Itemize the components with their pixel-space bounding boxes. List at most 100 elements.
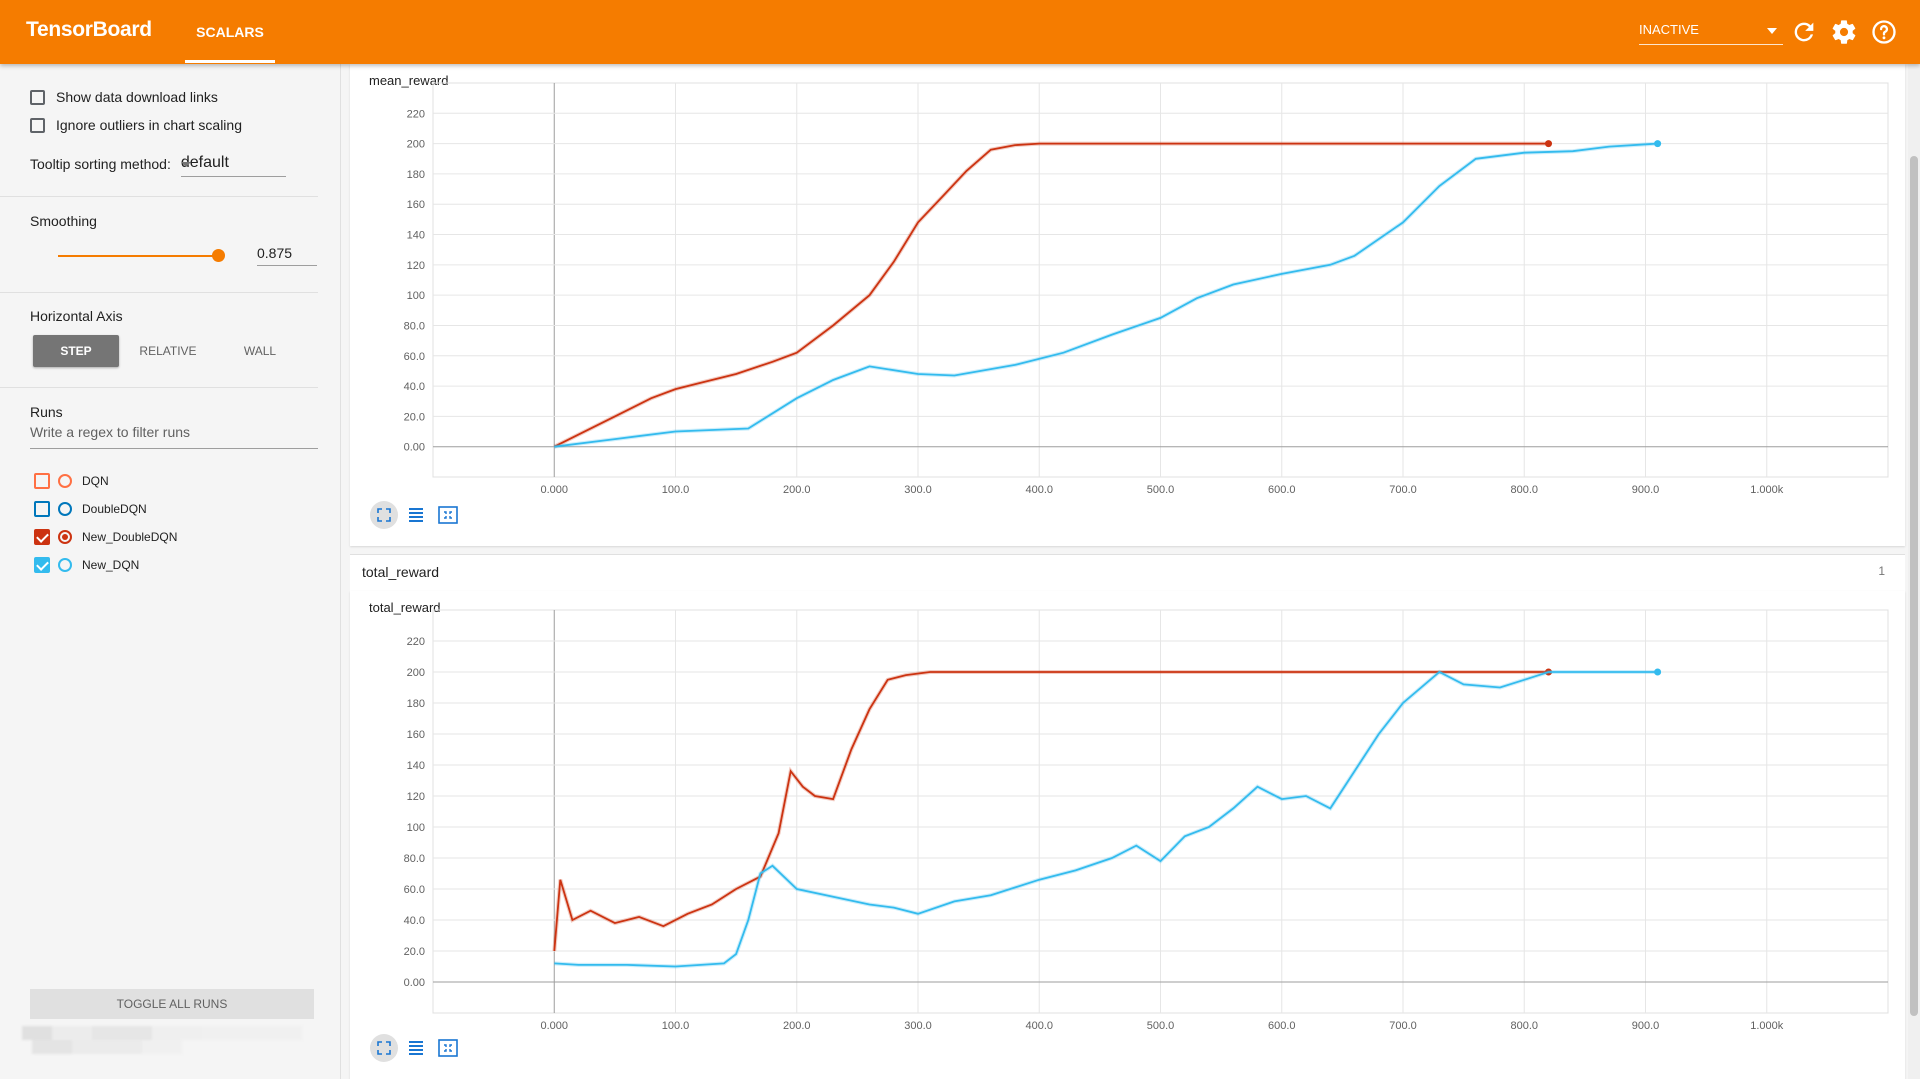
radio-dot-icon — [62, 534, 68, 540]
y-tick-label: 220 — [407, 636, 425, 648]
redacted-text — [22, 1026, 302, 1054]
x-tick-label: 100.0 — [662, 484, 690, 496]
y-tick-label: 0.00 — [404, 977, 425, 989]
help-icon[interactable] — [1870, 18, 1898, 46]
expand-icon[interactable] — [370, 501, 398, 529]
x-tick-label: 600.0 — [1268, 1020, 1296, 1032]
y-tick-label: 20.0 — [404, 411, 425, 423]
chart-card-mean-reward: mean_reward 0.000 100.0 200.0 300.0 400.0 500… — [350, 64, 1905, 546]
data-selection-icon[interactable] — [402, 501, 430, 529]
x-tick-label: 800.0 — [1510, 484, 1538, 496]
y-tick-label: 200 — [407, 139, 425, 151]
smoothing-input[interactable]: 0.875 — [257, 241, 317, 266]
y-tick-label: 80.0 — [404, 320, 425, 332]
y-tick-label: 140 — [407, 760, 425, 772]
scrollbar-thumb[interactable] — [1910, 156, 1918, 1016]
axis-step-button[interactable]: STEP — [33, 335, 119, 367]
x-tick-label: 700.0 — [1389, 1020, 1417, 1032]
smoothing-slider-thumb[interactable] — [212, 249, 225, 262]
x-tick-label: 100.0 — [662, 1020, 690, 1032]
divider — [0, 196, 318, 197]
smoothing-label: Smoothing — [30, 213, 97, 229]
x-tick-label: 200.0 — [783, 1020, 811, 1032]
axis-wall-button[interactable]: WALL — [243, 344, 277, 358]
group-header-total-reward[interactable]: total_reward 1 — [350, 554, 1905, 592]
data-selection-icon[interactable] — [402, 1034, 430, 1062]
group-title: total_reward — [362, 564, 440, 580]
series-raw-line — [552, 670, 1549, 952]
x-tick-label: 400.0 — [1025, 1020, 1053, 1032]
run-name: New_DQN — [82, 558, 140, 572]
run-radio[interactable] — [58, 558, 72, 572]
smoothing-slider-track[interactable] — [58, 255, 218, 257]
y-tick-label: 120 — [407, 791, 425, 803]
gear-icon[interactable] — [1830, 18, 1858, 46]
tab-scalars[interactable]: SCALARS — [196, 24, 264, 40]
show-download-links-label: Show data download links — [56, 89, 218, 105]
y-tick-label: 140 — [407, 230, 425, 242]
checkbox-icon[interactable] — [30, 117, 45, 133]
active-tab-indicator — [185, 60, 275, 63]
checkbox-icon[interactable] — [30, 89, 45, 105]
app-title: TensorBoard — [26, 18, 152, 41]
expand-icon[interactable] — [370, 1034, 398, 1062]
run-name: DQN — [82, 474, 109, 488]
tooltip-sorting-value: default — [180, 153, 229, 171]
series-line — [553, 142, 1549, 448]
series-end-point — [1545, 140, 1552, 148]
run-checkbox-checked[interactable] — [34, 529, 50, 545]
plugin-select-dropdown[interactable]: INACTIVE — [1639, 20, 1783, 45]
refresh-icon[interactable] — [1790, 18, 1818, 46]
x-tick-label: 0.000 — [540, 1020, 568, 1032]
y-tick-label: 40.0 — [404, 381, 425, 393]
y-tick-label: 100 — [407, 822, 425, 834]
fit-domain-icon[interactable] — [434, 1034, 462, 1062]
y-tick-label: 120 — [407, 260, 425, 272]
checkmark-icon — [36, 530, 49, 543]
run-name: New_DoubleDQN — [82, 530, 178, 544]
plugin-select-value: INACTIVE — [1639, 22, 1699, 37]
page-scrollbar[interactable] — [1908, 64, 1920, 1079]
ignore-outliers-checkbox[interactable]: Ignore outliers in chart scaling — [30, 115, 242, 135]
run-radio-selected[interactable] — [58, 530, 72, 544]
x-tick-label: 1.000k — [1750, 1020, 1784, 1032]
total-reward-chart[interactable]: 0.000 100.0 200.0 300.0 400.0 500.0 600.0 700.0… — [350, 591, 1905, 1079]
chevron-down-icon — [180, 161, 191, 167]
runs-label: Runs — [30, 404, 63, 420]
mean-reward-chart[interactable]: 0.000 100.0 200.0 300.0 400.0 500.0 600.0 700.0… — [350, 64, 1905, 546]
run-radio[interactable] — [58, 474, 72, 488]
run-checkbox[interactable] — [34, 473, 50, 489]
x-tick-label: 700.0 — [1389, 484, 1417, 496]
axis-relative-button[interactable]: RELATIVE — [139, 344, 197, 358]
show-download-links-checkbox[interactable]: Show data download links — [30, 87, 218, 107]
run-checkbox-checked[interactable] — [34, 557, 50, 573]
x-tick-label: 600.0 — [1268, 484, 1296, 496]
chart-title: total_reward — [369, 600, 441, 615]
x-tick-label: 900.0 — [1632, 484, 1660, 496]
y-tick-label: 40.0 — [404, 915, 425, 927]
x-tick-label: 300.0 — [904, 1020, 932, 1032]
y-tick-label: 60.0 — [404, 351, 425, 363]
run-item-new-dqn[interactable]: New_DQN — [34, 555, 139, 575]
series-line — [553, 671, 1549, 952]
fit-domain-icon[interactable] — [434, 501, 462, 529]
main-content: mean_reward 0.000 100.0 200.0 300.0 400.0 500… — [350, 64, 1905, 1079]
run-checkbox[interactable] — [34, 501, 50, 517]
y-tick-label: 160 — [407, 199, 425, 211]
y-tick-label: 100 — [407, 290, 425, 302]
x-tick-label: 300.0 — [904, 484, 932, 496]
series-raw-line — [554, 669, 1658, 969]
group-count: 1 — [1878, 564, 1885, 578]
toggle-all-runs-button[interactable]: TOGGLE ALL RUNS — [30, 989, 314, 1019]
series-line — [554, 142, 1658, 448]
run-item-dqn[interactable]: DQN — [34, 471, 109, 491]
x-tick-label: 500.0 — [1147, 484, 1175, 496]
divider — [0, 292, 318, 293]
tooltip-sorting-row: Tooltip sorting method: default — [30, 150, 286, 178]
run-item-doubledqn[interactable]: DoubleDQN — [34, 499, 147, 519]
run-radio[interactable] — [58, 502, 72, 516]
tooltip-sorting-dropdown[interactable]: default — [180, 152, 286, 177]
run-filter-input[interactable]: Write a regex to filter runs — [30, 424, 318, 449]
run-item-new-doubledqn[interactable]: New_DoubleDQN — [34, 527, 177, 547]
